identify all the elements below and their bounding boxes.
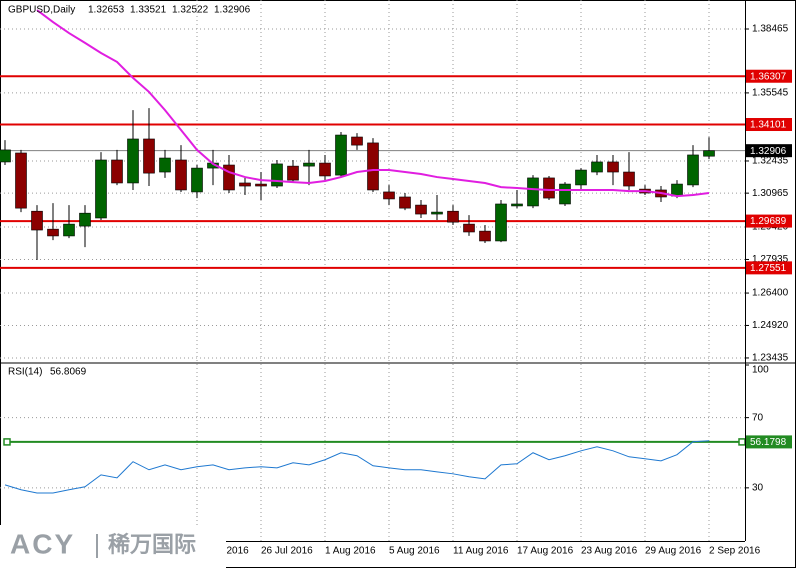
- y-tick-label: 70: [752, 412, 764, 423]
- candle-body: [143, 138, 155, 174]
- candle-body: [511, 203, 523, 207]
- candle-body: [159, 157, 171, 173]
- y-tick-label: 1.27935: [752, 254, 789, 265]
- ohlc-value: 1.32906: [214, 5, 251, 16]
- watermark-bg: [0, 525, 226, 568]
- candle-body: [63, 223, 75, 237]
- ohlc-value: 1.33521: [130, 5, 167, 16]
- x-tick-label: 1 Aug 2016: [325, 546, 376, 557]
- watermark-logo: ACY: [10, 528, 75, 559]
- watermark: ACY 稀万国际: [0, 525, 226, 568]
- current-price-label: 1.32906: [750, 146, 787, 157]
- ohlc-value: 1.32653: [88, 5, 125, 16]
- candle-body: [415, 204, 427, 215]
- candle-body: [79, 212, 91, 227]
- candle-body: [543, 177, 555, 199]
- candle-body: [303, 162, 315, 167]
- candle-body: [223, 164, 235, 191]
- y-tick-label: 100: [752, 365, 769, 376]
- candle-body: [175, 159, 187, 191]
- moving-average: [36, 9, 710, 198]
- candle-body: [527, 177, 539, 207]
- candle-body: [239, 182, 251, 187]
- candle-body: [111, 159, 123, 184]
- level-label: 1.27551: [750, 263, 787, 274]
- candle-body: [495, 203, 507, 242]
- candle-body: [367, 142, 379, 191]
- level-label: 1.29689: [750, 216, 787, 227]
- y-tick-label: 1.23435: [752, 353, 789, 364]
- candle-body: [15, 152, 27, 209]
- candle-body: [31, 210, 43, 231]
- candle-body: [559, 183, 571, 205]
- x-tick-label: 2 Sep 2016: [709, 546, 761, 557]
- y-tick-label: 1.26400: [752, 288, 789, 299]
- level-label: 1.36307: [750, 71, 787, 82]
- plot-layer: 1.384651.355451.324351.309651.294201.279…: [0, 0, 789, 541]
- current-price-box: [746, 144, 792, 158]
- y-tick-label: 1.38465: [752, 24, 789, 35]
- candle-body: [255, 183, 267, 187]
- candle-body: [271, 163, 283, 187]
- candle-body: [447, 210, 459, 223]
- x-tick-label: 17 Aug 2016: [517, 546, 574, 557]
- y-tick-label: 1.35545: [752, 88, 789, 99]
- level-label-box: [746, 118, 792, 132]
- chart-title: GBPUSD,Daily: [8, 5, 75, 16]
- candle-body: [47, 228, 59, 237]
- candle-body: [431, 211, 443, 215]
- ohlc-value: 1.32522: [172, 5, 209, 16]
- candle-body: [575, 169, 587, 186]
- rsi-title: RSI(14): [8, 367, 42, 378]
- candle-body: [351, 136, 363, 146]
- level-label-box: [746, 69, 792, 83]
- rsi-line: [4, 440, 710, 494]
- candle-body: [383, 191, 395, 200]
- candle-body: [127, 138, 139, 184]
- candle-body: [191, 167, 203, 193]
- level-label-box: [746, 214, 792, 228]
- candle-body: [479, 230, 491, 242]
- level-label: 1.34101: [750, 120, 787, 131]
- x-tick-label: 5 Aug 2016: [389, 546, 440, 557]
- candle-body: [335, 134, 347, 176]
- candle-body: [399, 196, 411, 209]
- candle-body: [463, 223, 475, 233]
- candle-body: [319, 162, 331, 177]
- x-tick-label: 29 Aug 2016: [645, 546, 702, 557]
- rsi-value: 56.8069: [50, 367, 87, 378]
- candle-body: [623, 171, 635, 187]
- candle-body: [687, 154, 699, 186]
- rsi-level-label: 56.1798: [750, 437, 787, 448]
- candle-body: [591, 161, 603, 173]
- watermark-name: 稀万国际: [108, 532, 196, 557]
- x-tick-label: 11 Aug 2016: [453, 546, 509, 557]
- y-tick-label: 30: [752, 482, 764, 493]
- y-tick-label: 1.24920: [752, 320, 789, 331]
- rsi-level-box: [746, 435, 792, 449]
- rsi-level-handle: [3, 438, 11, 446]
- level-label-box: [746, 261, 792, 275]
- x-tick-label: 26 Jul 2016: [261, 546, 313, 557]
- candle-body: [607, 161, 619, 173]
- candle-body: [287, 165, 299, 181]
- candle-body: [95, 159, 107, 219]
- rsi-level-handle: [738, 438, 746, 446]
- candle-body: [0, 149, 11, 163]
- candle-body: [671, 183, 683, 197]
- x-tick-label: 23 Aug 2016: [581, 546, 638, 557]
- y-tick-label: 1.32435: [752, 156, 789, 167]
- y-tick-label: 1.30965: [752, 188, 789, 199]
- candle-body: [703, 150, 715, 157]
